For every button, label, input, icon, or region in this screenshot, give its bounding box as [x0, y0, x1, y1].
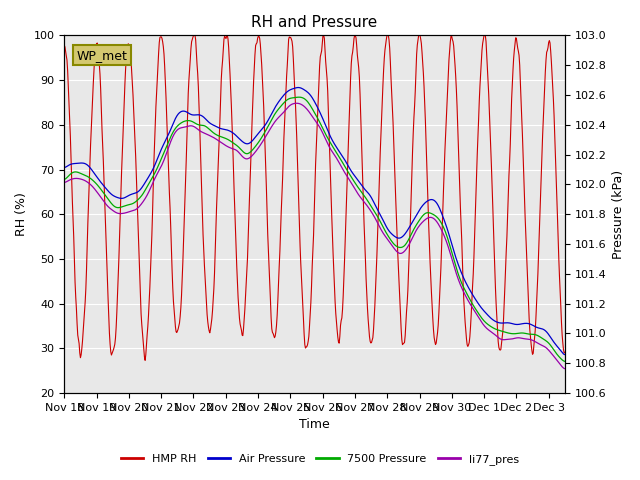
Legend: HMP RH, Air Pressure, 7500 Pressure, li77_pres: HMP RH, Air Pressure, 7500 Pressure, li7…	[116, 450, 524, 469]
Y-axis label: Pressure (kPa): Pressure (kPa)	[612, 169, 625, 259]
Text: WP_met: WP_met	[77, 48, 127, 61]
Title: RH and Pressure: RH and Pressure	[252, 15, 378, 30]
X-axis label: Time: Time	[299, 419, 330, 432]
Y-axis label: RH (%): RH (%)	[15, 192, 28, 236]
